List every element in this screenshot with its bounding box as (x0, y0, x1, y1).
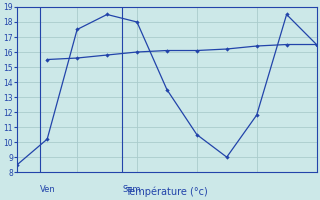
Text: Ven: Ven (40, 185, 55, 194)
Text: Sam: Sam (122, 185, 140, 194)
X-axis label: Température (°c): Température (°c) (125, 186, 208, 197)
